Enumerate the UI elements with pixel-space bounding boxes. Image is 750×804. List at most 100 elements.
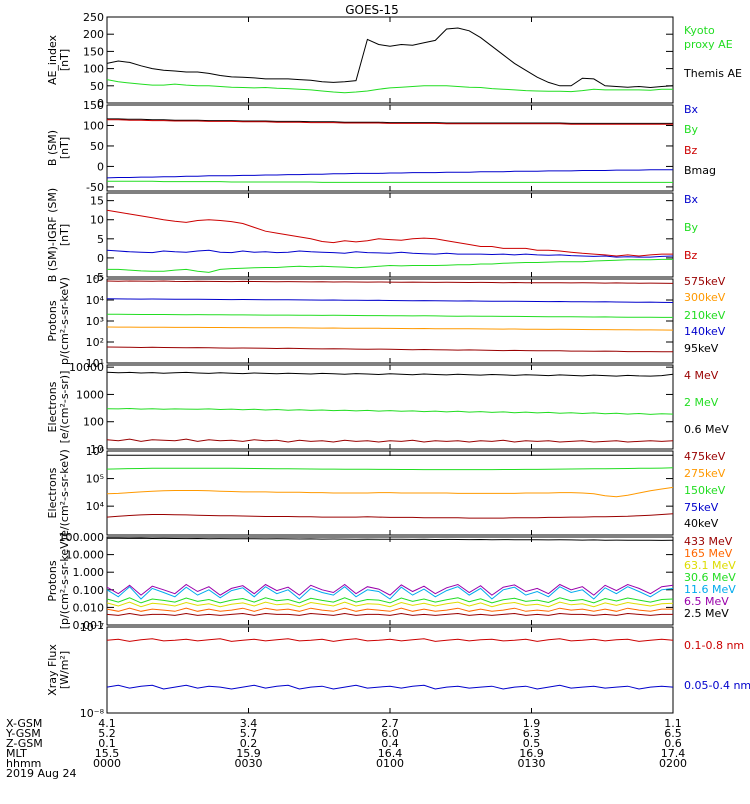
y-tick-label: 10⁵: [86, 273, 104, 286]
y-tick-label: 10³: [86, 315, 104, 328]
series-300kev: [106, 298, 674, 303]
panel-electrons_mev: 10 100 1000 10000 Electrons [e/(cm²-s-sr)] 4 M…: [46, 361, 729, 456]
legend-entry: Bz: [684, 249, 698, 262]
legend-entry: 0.1-0.8 nm: [684, 639, 744, 652]
legend-entry: 210keV: [684, 309, 726, 322]
x-axis-row-label: MLT: [6, 747, 27, 760]
legend-entry: 11.6 MeV: [684, 583, 736, 596]
y-tick-label: 200: [83, 28, 104, 41]
y-tick-label: 10⁴: [86, 500, 105, 513]
y-tick-label: 50: [90, 140, 104, 153]
y-axis-label: e/(cm²-s-sr-keV): [58, 449, 71, 537]
y-tick-label: 100: [83, 63, 104, 76]
x-axis-table: X-GSM 4.1 3.4 2.7 1.9 1.1 Y-GSM 5.2 5.7 6.0 6.3 6.5…: [5, 717, 687, 780]
legend-entry: Bmag: [684, 164, 716, 177]
legend-entry: 4 MeV: [684, 369, 719, 382]
y-tick-label: 150: [83, 99, 104, 112]
series-by: [107, 180, 673, 183]
y-tick-label: 0.100: [73, 584, 105, 597]
series-bmag: [107, 118, 673, 124]
series-bx: [106, 169, 673, 179]
y-tick-label: 10.000: [66, 549, 105, 562]
x-axis-row-label: X-GSM: [6, 717, 42, 730]
x-axis-value: 0.5: [523, 737, 541, 750]
series-140kev: [106, 326, 674, 331]
y-tick-label: 10²: [86, 336, 104, 349]
x-axis-value: 1.1: [664, 717, 682, 730]
series-0-1-0-8-nm: [106, 638, 674, 642]
legend-entry: 140keV: [684, 325, 726, 338]
series-0-6-mev: [106, 371, 674, 377]
y-axis-label: Xray Flux: [46, 644, 59, 696]
x-axis-value: 0.1: [98, 737, 116, 750]
y-tick-label: 10⁶: [86, 445, 105, 458]
legend-entry: 275keV: [684, 467, 726, 480]
y-axis-label: Electrons: [46, 467, 59, 518]
y-axis-label: [nT]: [58, 49, 71, 71]
legend-entry: Bz: [684, 144, 698, 157]
legend-entry: proxy AE: [684, 38, 733, 51]
panel-frame: [106, 104, 674, 192]
panel-bigrf: -5 0 5 10 15 B (SM)-IGRF (SM) [nT] Bx By Bz: [46, 188, 699, 284]
legend-entry: 95keV: [684, 342, 719, 355]
y-tick-label: 0: [97, 252, 104, 265]
y-tick-label: 0: [97, 97, 104, 110]
x-axis-value: 15.5: [95, 747, 120, 760]
legend-entry: 0.6 MeV: [684, 423, 729, 436]
y-axis-label: Electrons: [46, 381, 59, 432]
series-4-mev: [106, 438, 674, 443]
series-bz: [106, 209, 673, 257]
legend-entry: Bx: [684, 193, 699, 206]
y-axis-label: p/(cm²-s-sr-keV): [58, 277, 71, 365]
x-axis-value: 0030: [235, 757, 263, 770]
plot-title: GOES-15: [345, 3, 399, 17]
x-axis-value: 5.7: [240, 727, 258, 740]
legend-entry: 0.05-0.4 nm: [684, 679, 750, 692]
series-150kev: [106, 467, 674, 471]
y-axis-label: [p/(cm²-s-sr-keV)]: [58, 533, 71, 630]
x-axis-value: 2.7: [381, 717, 399, 730]
series-433-mev: [106, 612, 673, 616]
series-kyoto-proxy-ae: [106, 79, 673, 94]
y-tick-label: -5: [93, 271, 104, 284]
x-axis-value: 0.2: [240, 737, 258, 750]
x-axis-value: 0.4: [381, 737, 399, 750]
y-tick-label: 0.010: [73, 601, 105, 614]
series-bx: [106, 249, 674, 258]
legend-entry: 475keV: [684, 450, 726, 463]
panel-frame: [106, 192, 674, 278]
y-tick-label: 15: [90, 195, 104, 208]
y-axis-label: Protons: [46, 300, 59, 341]
y-axis-label: AE_index: [46, 34, 59, 85]
y-tick-label: 10¹: [86, 357, 104, 370]
legend-entry: 2.5 MeV: [684, 607, 729, 620]
panel-frame: [106, 278, 674, 364]
x-axis-value: 6.3: [523, 727, 541, 740]
x-axis-value: 3.4: [240, 717, 258, 730]
legend-entry: Kyoto: [684, 24, 715, 37]
legend-entry: 30.6 MeV: [684, 571, 736, 584]
x-axis-row-label: Y-GSM: [5, 727, 41, 740]
x-axis-value: 0200: [659, 757, 687, 770]
x-axis-row-label: Z-GSM: [6, 737, 43, 750]
series-11-6-mev: [106, 585, 674, 600]
y-tick-label: 50: [90, 80, 104, 93]
y-tick-label: -50: [86, 181, 104, 194]
series-bz: [107, 119, 673, 125]
x-axis-value: 16.9: [519, 747, 544, 760]
series-by: [107, 258, 673, 273]
legend-entry: By: [684, 123, 699, 136]
x-axis-value: 0100: [376, 757, 404, 770]
y-axis-label: B (SM): [46, 130, 59, 166]
x-axis-value: 0000: [93, 757, 121, 770]
y-tick-label: 0.001: [73, 619, 105, 632]
x-axis-value: 1.9: [523, 717, 541, 730]
y-tick-label: 5: [97, 233, 104, 246]
y-tick-label: 1.000: [73, 566, 105, 579]
series-210kev: [106, 313, 673, 318]
y-tick-label: 10: [90, 443, 104, 456]
x-axis-value: 17.4: [661, 747, 686, 760]
series-2-mev: [106, 407, 674, 415]
x-axis-value: 16.4: [378, 747, 403, 760]
